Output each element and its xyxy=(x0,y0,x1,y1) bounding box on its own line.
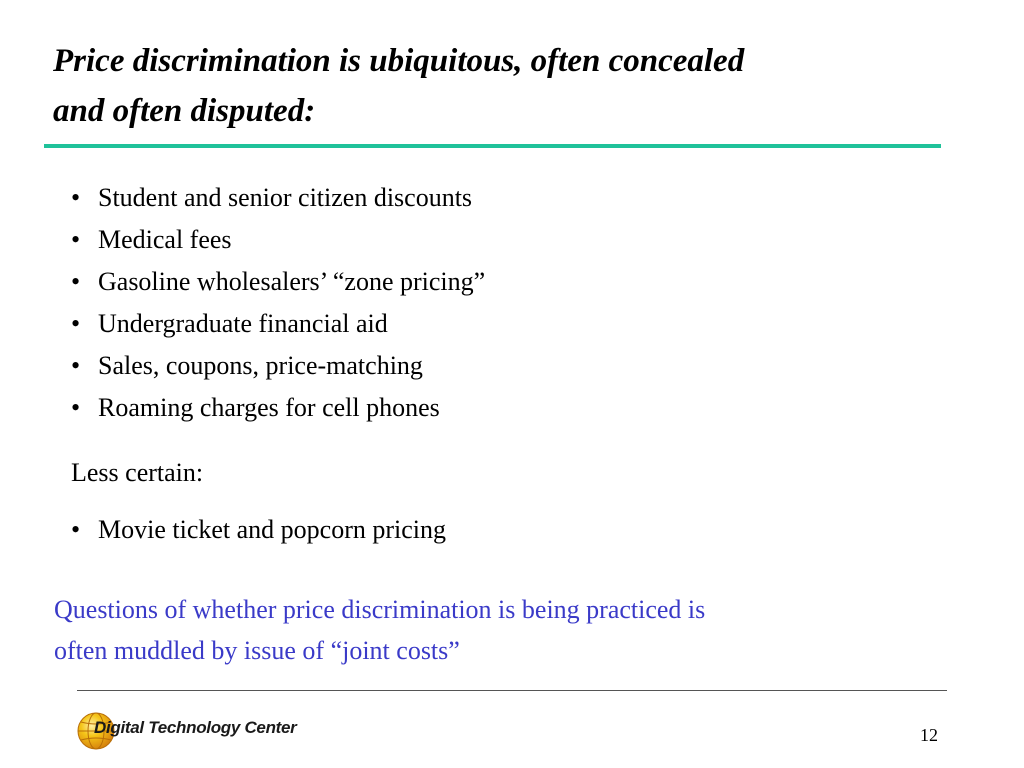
list-item-text: Gasoline wholesalers’ “zone pricing” xyxy=(98,267,486,296)
note-line-1: Questions of whether price discriminatio… xyxy=(54,595,706,624)
list-item: • Medical fees xyxy=(71,222,485,264)
list-item: • Undergraduate financial aid xyxy=(71,306,485,348)
list-item-text: Roaming charges for cell phones xyxy=(98,393,440,422)
list-item: • Sales, coupons, price-matching xyxy=(71,348,485,390)
footer-divider xyxy=(77,690,947,691)
list-item: • Student and senior citizen discounts xyxy=(71,180,485,222)
page-number: 12 xyxy=(920,725,938,745)
title-divider xyxy=(44,144,941,148)
list-item-text: Student and senior citizen discounts xyxy=(98,183,473,212)
slide-title: Price discrimination is ubiquitous, ofte… xyxy=(53,36,953,136)
less-certain-heading: Less certain: xyxy=(71,458,204,487)
less-certain-list: • Movie ticket and popcorn pricing xyxy=(71,512,446,554)
bullet-list: • Student and senior citizen discounts •… xyxy=(71,180,485,432)
list-item: • Gasoline wholesalers’ “zone pricing” xyxy=(71,264,485,306)
list-item-text: Movie ticket and popcorn pricing xyxy=(98,515,447,544)
list-item: • Roaming charges for cell phones xyxy=(71,390,485,432)
slide-title-line-2: and often disputed: xyxy=(53,93,316,129)
bullet-marker: • xyxy=(71,515,81,544)
bullet-marker: • xyxy=(71,183,81,212)
globe-icon xyxy=(77,712,115,750)
slide-title-line-1: Price discrimination is ubiquitous, ofte… xyxy=(53,43,745,79)
bullet-marker: • xyxy=(71,309,81,338)
list-item-text: Undergraduate financial aid xyxy=(98,309,388,338)
bullet-marker: • xyxy=(71,225,81,254)
bullet-marker: • xyxy=(71,267,81,296)
joint-costs-note: Questions of whether price discriminatio… xyxy=(54,589,954,671)
logo-text: Digital Technology Center xyxy=(94,718,297,737)
list-item: • Movie ticket and popcorn pricing xyxy=(71,512,446,554)
list-item-text: Sales, coupons, price-matching xyxy=(98,351,423,380)
list-item-text: Medical fees xyxy=(98,225,232,254)
bullet-marker: • xyxy=(71,393,81,422)
footer-logo: Digital Technology Center xyxy=(76,709,297,753)
note-line-2: often muddled by issue of “joint costs” xyxy=(54,636,460,665)
bullet-marker: • xyxy=(71,351,81,380)
